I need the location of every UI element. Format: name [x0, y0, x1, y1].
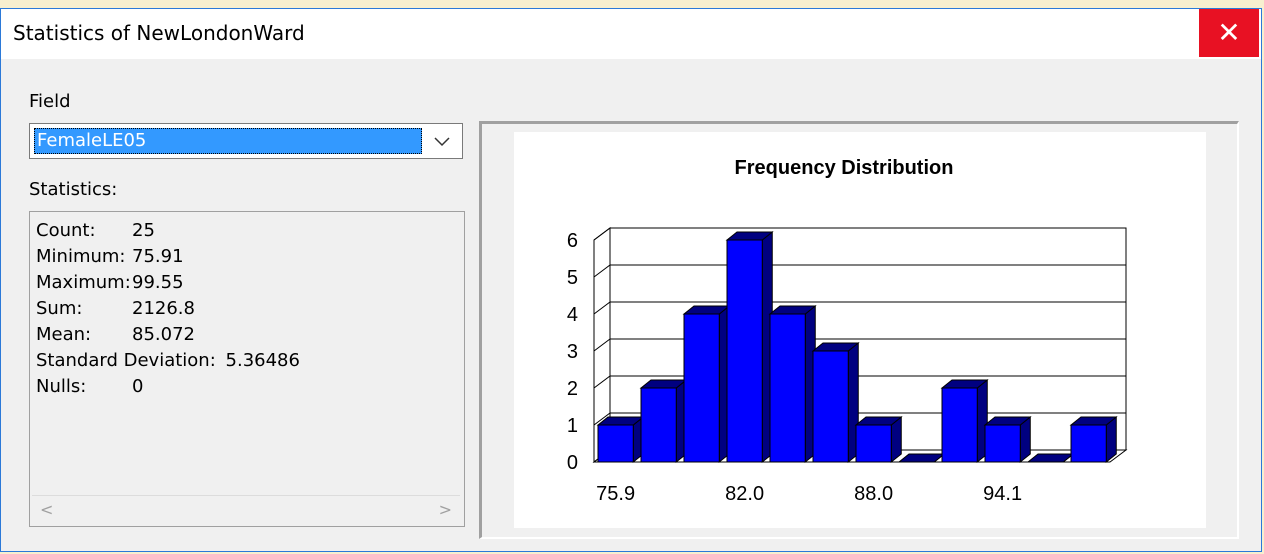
chart-bar-front [770, 314, 805, 462]
stat-row-std-dev: Standard Deviation: 5.36486 [36, 350, 300, 371]
stat-value: 99.55 [132, 272, 184, 293]
scroll-right-icon[interactable]: > [439, 500, 452, 519]
stat-name: Sum: [36, 298, 82, 319]
chart-bar-front [727, 240, 762, 462]
y-tick-label: 3 [567, 341, 578, 363]
statistics-dialog: Statistics of NewLondonWard ✕ Field Fema… [0, 8, 1262, 552]
stat-value: 5.36486 [226, 350, 300, 371]
chart-bar [1071, 417, 1116, 462]
stat-value: 2126.8 [132, 298, 195, 319]
stat-value: 75.91 [132, 246, 184, 267]
statistics-label: Statistics: [29, 179, 117, 200]
stat-row-count: Count: 25 [36, 220, 96, 241]
y-tick-label: 2 [567, 378, 578, 400]
field-dropdown-value: FemaleLE05 [34, 128, 422, 154]
chart-bar [598, 417, 643, 462]
field-label: Field [29, 91, 71, 112]
y-tick-label: 6 [567, 230, 578, 252]
stat-value: 85.072 [132, 324, 195, 345]
chart-bar-front [684, 314, 719, 462]
stat-row-mean: Mean: 85.072 [36, 324, 91, 345]
y-tick-label: 1 [567, 415, 578, 437]
y-tick-label: 0 [567, 452, 578, 474]
y-tick-label: 5 [567, 267, 578, 289]
window-title: Statistics of NewLondonWard [13, 21, 305, 45]
stat-row-maximum: Maximum: 99.55 [36, 272, 131, 293]
x-tick-label: 88.0 [854, 483, 893, 505]
x-tick-label: 75.9 [596, 483, 635, 505]
chart-bar-front [985, 425, 1020, 462]
chart-bar [727, 232, 772, 462]
chart-bar [770, 306, 815, 462]
stat-row-nulls: Nulls: 0 [36, 376, 86, 397]
horizontal-scrollbar[interactable]: < > [32, 495, 460, 524]
stat-value: 25 [132, 220, 155, 241]
chevron-down-icon[interactable] [430, 128, 454, 154]
x-tick-label: 82.0 [725, 483, 764, 505]
stat-name: Mean: [36, 324, 91, 345]
chart-bar-front [641, 388, 676, 462]
close-button[interactable]: ✕ [1199, 9, 1259, 57]
chart-bar-front [1071, 425, 1106, 462]
chart-bar [856, 417, 901, 462]
frequency-chart: Frequency Distribution 0 1 2 3 4 5 6 75.9 82.0 8… [514, 132, 1206, 528]
chart-bar-front [598, 425, 633, 462]
chart-bar [942, 380, 987, 462]
stat-value: 0 [132, 376, 143, 397]
chart-bar [641, 380, 686, 462]
chart-area: Frequency Distribution 0 1 2 3 4 5 6 75.9 82.0 8… [514, 132, 1206, 528]
stat-name: Nulls: [36, 376, 86, 397]
chart-frame: Frequency Distribution 0 1 2 3 4 5 6 75.9 82.0 8… [479, 121, 1239, 539]
title-bar: Statistics of NewLondonWard ✕ [1, 9, 1261, 59]
chart-bar-front [813, 351, 848, 462]
chart-bar-front [856, 425, 891, 462]
chart-title: Frequency Distribution [735, 157, 954, 179]
chart-bar [813, 343, 858, 462]
chart-bar [684, 306, 729, 462]
chart-bar [985, 417, 1030, 462]
x-tick-label: 94.1 [983, 483, 1022, 505]
stat-row-minimum: Minimum: 75.91 [36, 246, 125, 267]
scroll-left-icon[interactable]: < [40, 500, 53, 519]
chart-bar-front [942, 388, 977, 462]
stat-name: Minimum: [36, 246, 125, 267]
stat-name: Standard Deviation: [36, 350, 216, 371]
stat-name: Count: [36, 220, 96, 241]
y-tick-label: 4 [567, 304, 578, 326]
stat-name: Maximum: [36, 272, 131, 293]
statistics-panel: Count: 25 Minimum: 75.91 Maximum: 99.55 … [29, 211, 465, 527]
stat-row-sum: Sum: 2126.8 [36, 298, 82, 319]
close-icon: ✕ [1217, 16, 1240, 49]
field-dropdown[interactable]: FemaleLE05 [29, 123, 463, 159]
